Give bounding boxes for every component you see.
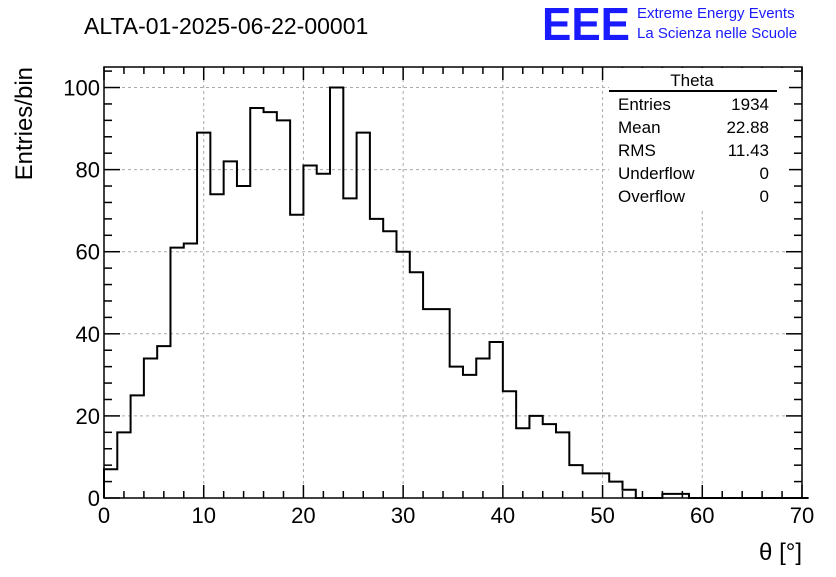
- histogram-bin: [317, 174, 330, 498]
- histogram-bin: [343, 198, 356, 498]
- y-axis-label: Entries/bin: [11, 67, 38, 180]
- histogram-bin: [170, 248, 183, 498]
- x-tick-label: 40: [491, 503, 515, 528]
- x-tick-label: 0: [98, 503, 110, 528]
- histogram-bars: [103, 86, 809, 499]
- histogram-bin: [330, 88, 343, 498]
- y-tick-label: 0: [88, 486, 100, 511]
- chart-title: ALTA-01-2025-06-22-00001: [84, 13, 368, 39]
- histogram-bin: [131, 395, 144, 498]
- y-tick-label: 20: [76, 404, 100, 429]
- histogram-bin: [303, 166, 316, 498]
- histogram-bin: [476, 358, 489, 498]
- stats-value-rms: 11.43: [728, 141, 769, 160]
- histogram-bin: [357, 133, 370, 498]
- histogram-bin: [224, 161, 237, 498]
- eee-logo-text: EEE: [542, 0, 630, 50]
- x-tick-label: 30: [391, 503, 415, 528]
- histogram-bin: [237, 186, 250, 498]
- histogram-bin: [423, 309, 436, 498]
- histogram-bin: [463, 375, 476, 498]
- x-tick-label: 10: [191, 503, 215, 528]
- histogram-bin: [383, 231, 396, 498]
- histogram-bin: [144, 358, 157, 498]
- eee-logo: EEE Extreme Energy Events La Scienza nel…: [542, 0, 797, 50]
- histogram-bin: [543, 424, 556, 498]
- histogram-bin: [250, 108, 263, 498]
- tick-labels: 0 10 20 30 40 50 60 70 0 20 40 60 80 100: [63, 76, 814, 528]
- x-tick-label: 50: [590, 503, 614, 528]
- stats-label-underflow: Underflow: [618, 164, 695, 183]
- histogram-bin: [104, 469, 117, 498]
- stats-label-overflow: Overflow: [618, 187, 686, 206]
- histogram-bin: [290, 215, 303, 498]
- histogram-bin: [569, 465, 582, 498]
- histogram-bin: [157, 346, 170, 498]
- histogram-bin: [264, 112, 277, 498]
- x-tick-label: 60: [690, 503, 714, 528]
- histogram-bin: [396, 252, 409, 498]
- y-tick-label: 80: [76, 158, 100, 183]
- histogram-bin: [503, 391, 516, 498]
- x-axis-label: θ [°]: [759, 539, 802, 566]
- plot-frame: [103, 66, 803, 499]
- histogram-bin: [436, 309, 449, 498]
- histogram-bin: [117, 432, 130, 498]
- histogram-bin: [490, 342, 503, 498]
- histogram-bin: [556, 432, 569, 498]
- histogram-bin: [450, 367, 463, 498]
- histogram-bin: [529, 416, 542, 498]
- histogram-bin: [410, 272, 423, 498]
- histogram-bin: [184, 244, 197, 498]
- stats-value-entries: 1934: [731, 95, 769, 114]
- stats-label-mean: Mean: [618, 118, 661, 137]
- y-tick-label: 40: [76, 322, 100, 347]
- stats-value-underflow: 0: [760, 164, 769, 183]
- stats-label-entries: Entries: [618, 95, 671, 114]
- logo-line-2: La Scienza nelle Scuole: [637, 25, 797, 42]
- y-tick-label: 100: [63, 76, 100, 101]
- histogram-bin: [583, 473, 596, 498]
- x-tick-label: 70: [790, 503, 814, 528]
- stats-label-rms: RMS: [618, 141, 656, 160]
- histogram-bin: [623, 490, 636, 498]
- x-tick-label: 20: [291, 503, 315, 528]
- histogram-bin: [197, 133, 210, 498]
- histogram-bin: [210, 194, 223, 498]
- stats-value-mean: 22.88: [726, 118, 769, 137]
- histogram-bin: [370, 219, 383, 498]
- stats-title: Theta: [670, 71, 714, 90]
- logo-line-1: Extreme Energy Events: [637, 5, 795, 22]
- stats-value-overflow: 0: [760, 187, 769, 206]
- histogram-outline: [103, 86, 809, 499]
- histogram-bin: [609, 482, 622, 498]
- histogram-bin: [516, 428, 529, 498]
- stats-box: Theta Entries 1934 Mean 22.88 RMS 11.43 …: [609, 68, 789, 210]
- grid-lines: [104, 67, 802, 498]
- histogram-bin: [277, 120, 290, 498]
- y-tick-label: 60: [76, 240, 100, 265]
